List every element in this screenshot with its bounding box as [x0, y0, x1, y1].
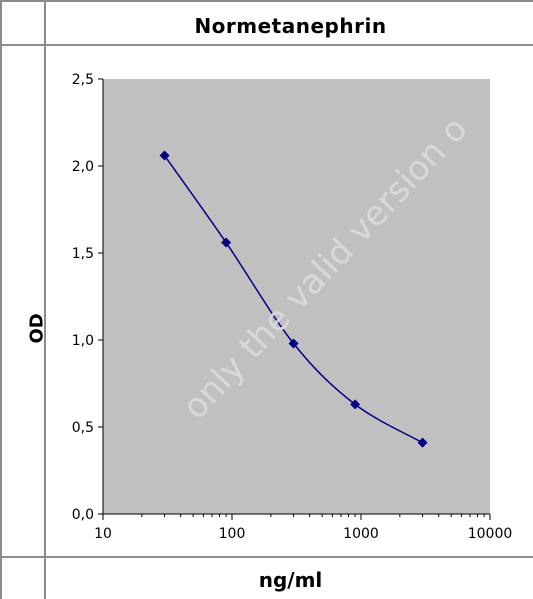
- frame-top: [0, 0, 533, 2]
- series-line: [163, 155, 423, 444]
- x-tick-label: 100: [219, 526, 246, 542]
- data-point-marker: [417, 437, 428, 448]
- frame-title-divider: [0, 44, 533, 46]
- x-axis-label: ng/ml: [258, 568, 323, 592]
- y-tick-label: 2,5: [72, 72, 94, 88]
- data-point-marker: [288, 338, 299, 349]
- y-tick-label: 2,0: [72, 159, 94, 175]
- chart-title: Normetanephrin: [194, 14, 387, 38]
- y-tick-label: 1,0: [72, 333, 94, 349]
- frame-left-outer: [0, 0, 2, 599]
- x-tick-label: 10: [94, 526, 112, 542]
- x-tick-label: 1000: [343, 526, 379, 542]
- y-tick-label: 0,0: [72, 507, 94, 523]
- x-tick-label: 10000: [468, 526, 513, 542]
- data-point-marker: [159, 150, 170, 161]
- y-tick-label: 0,5: [72, 420, 94, 436]
- frame-bottom-divider: [0, 556, 533, 558]
- data-point-marker: [350, 399, 361, 410]
- frame-left-inner: [44, 0, 46, 599]
- chart-svg: 0,0 0,5 1,0 1,5 2,0 2,5 10 100 1000 10000: [72, 72, 513, 542]
- data-point-marker: [221, 237, 232, 248]
- y-tick-label: 1,5: [72, 246, 94, 262]
